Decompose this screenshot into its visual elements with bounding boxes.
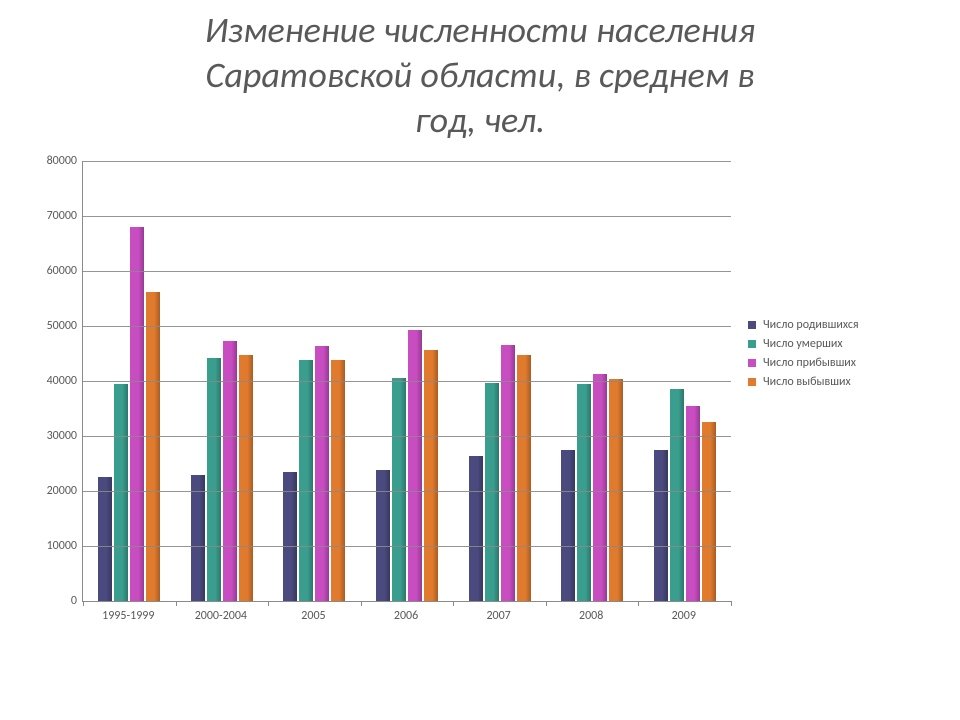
bar (609, 379, 623, 601)
bar (501, 345, 515, 601)
bar (408, 330, 422, 601)
gridline (83, 216, 731, 217)
bar (593, 374, 607, 601)
chart-title: Изменение численности населения Саратовс… (0, 0, 960, 143)
legend-swatch (748, 378, 756, 386)
bar (331, 360, 345, 601)
legend-item: Число умерших (748, 337, 859, 351)
legend-item: Число родившихся (748, 318, 859, 332)
legend-swatch (748, 359, 756, 367)
bar (376, 470, 390, 601)
title-line-3: год, чел. (415, 98, 545, 142)
y-tick-label: 10000 (47, 539, 77, 553)
legend: Число родившихся Число умерших Число прибы… (748, 313, 859, 394)
x-axis-labels: 1995-19992000-200420052006200720082009 (82, 605, 730, 623)
bar (191, 475, 205, 602)
legend-label: Число выбывших (763, 375, 851, 389)
bar (239, 355, 253, 601)
x-tick-label: 2005 (267, 605, 360, 623)
legend-label: Число прибывших (763, 356, 856, 370)
bar (424, 350, 438, 601)
legend-label: Число умерших (763, 337, 843, 351)
legend-label: Число родившихся (763, 318, 859, 332)
legend-item: Число выбывших (748, 375, 859, 389)
y-tick-label: 30000 (47, 429, 77, 443)
x-tick-label: 2000-2004 (175, 605, 268, 623)
x-tick-label: 2006 (360, 605, 453, 623)
y-tick-label: 60000 (47, 264, 77, 278)
legend-swatch (748, 321, 756, 329)
chart-container: 0 10000 20000 30000 40000 50000 60000 70000 8000… (0, 151, 960, 681)
bar (130, 227, 144, 601)
y-tick-label: 0 (71, 594, 77, 608)
bar (469, 456, 483, 601)
y-tick-label: 70000 (47, 209, 77, 223)
y-tick-label: 50000 (47, 319, 77, 333)
title-line-1: Изменение численности населения (205, 8, 755, 52)
y-tick-label: 20000 (47, 484, 77, 498)
x-tick-label: 2008 (545, 605, 638, 623)
gridline (83, 436, 731, 437)
legend-item: Число прибывших (748, 356, 859, 370)
x-tick-mark (731, 601, 732, 606)
bar (315, 346, 329, 601)
bar (670, 389, 684, 601)
x-tick-label: 2007 (452, 605, 545, 623)
bar (517, 355, 531, 601)
y-tick-label: 80000 (47, 154, 77, 168)
x-tick-label: 1995-1999 (82, 605, 175, 623)
bar (577, 384, 591, 601)
bar (392, 378, 406, 601)
gridline (83, 326, 731, 327)
bar (299, 360, 313, 601)
bar (98, 477, 112, 601)
gridline (83, 491, 731, 492)
y-tick-label: 40000 (47, 374, 77, 388)
gridline (83, 271, 731, 272)
legend-swatch (748, 340, 756, 348)
bar (207, 358, 221, 601)
plot-area: 0100002000030000400005000060000700008000… (82, 161, 731, 602)
x-tick-label: 2009 (637, 605, 730, 623)
bar (146, 292, 160, 601)
gridline (83, 381, 731, 382)
gridline (83, 161, 731, 162)
bar (561, 450, 575, 601)
bar (114, 384, 128, 601)
title-line-2: Саратовской области, в среднем в (206, 53, 755, 97)
bar (654, 450, 668, 601)
bar (702, 422, 716, 601)
gridline (83, 546, 731, 547)
